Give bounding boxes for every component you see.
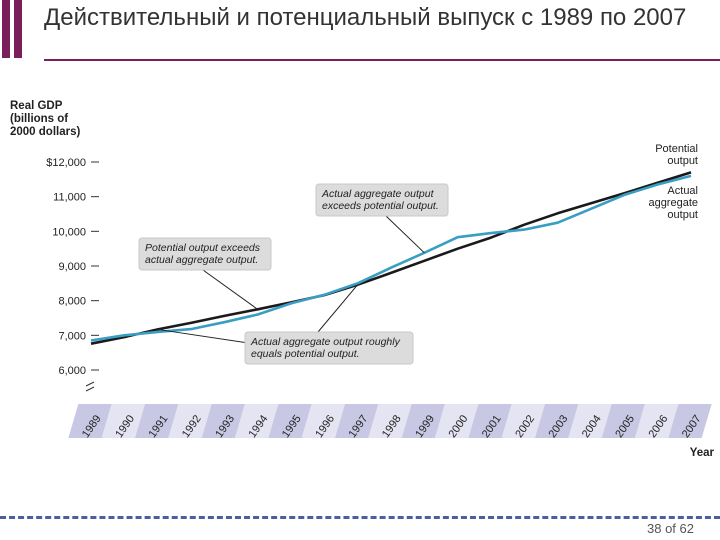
year-band-cell — [301, 404, 345, 438]
annotation-text: exceeds potential output. — [322, 200, 439, 212]
year-band-cell — [268, 404, 312, 438]
y-tick-label: 10,000 — [52, 226, 86, 238]
annotation-text: Actual aggregate output roughly — [250, 336, 401, 348]
actual-output-label: Actual — [667, 185, 698, 197]
title-accent-bar — [2, 0, 10, 58]
year-band-cell — [668, 404, 712, 438]
y-tick-label: 11,000 — [53, 192, 86, 204]
year-band-cell — [535, 404, 579, 438]
axis-break-mark — [85, 381, 95, 392]
y-tick-label: 6,000 — [58, 365, 86, 377]
y-axis-label: (billions of — [10, 113, 68, 125]
y-tick-label: 7,000 — [58, 330, 86, 342]
year-band-cell — [501, 404, 545, 438]
year-band-cell — [635, 404, 679, 438]
year-band-cell — [201, 404, 245, 438]
title-underline — [44, 59, 720, 61]
actual-output-label: aggregate — [648, 197, 698, 209]
annotation-box — [138, 237, 272, 271]
year-band-cell — [335, 404, 379, 438]
footer-divider — [0, 516, 720, 519]
potential-output-line — [90, 171, 692, 345]
year-band-cell — [601, 404, 645, 438]
year-band-cell — [168, 404, 212, 438]
annotation-text: Potential output exceeds — [145, 242, 261, 254]
title-accent-bar-inner — [14, 0, 22, 58]
year-band-cell — [101, 404, 145, 438]
y-axis-label: Real GDP — [10, 100, 63, 112]
year-band-cell — [401, 404, 445, 438]
annotation-text: actual aggregate output. — [145, 254, 258, 266]
y-tick-label: 9,000 — [58, 261, 86, 273]
actual-output-label: output — [667, 209, 698, 221]
annotation-pointer — [385, 215, 425, 254]
actual-output-line — [90, 174, 692, 342]
page-number: 38 of 62 — [647, 521, 694, 536]
year-band-cell — [235, 404, 279, 438]
slide-title: Действительный и потенциальный выпуск с … — [44, 4, 687, 31]
potential-output-label: Potential — [655, 143, 698, 155]
x-axis-label: Year — [690, 447, 714, 459]
annotation-box — [244, 331, 414, 365]
year-band-cell — [368, 404, 412, 438]
year-band-cell — [568, 404, 612, 438]
potential-output-label: output — [667, 155, 698, 167]
y-axis-label: 2000 dollars) — [10, 126, 80, 138]
chart-panel: Real GDP (billions of 2000 dollars) 6,000 7,… — [8, 96, 714, 462]
year-band-cell — [68, 404, 112, 438]
annotation-text: equals potential output. — [251, 348, 360, 360]
year-band-cell — [135, 404, 179, 438]
annotation-text: Actual aggregate output — [321, 188, 435, 200]
y-tick-label: 8,000 — [58, 296, 86, 308]
y-tick-label: $12,000 — [46, 157, 86, 169]
year-band-cell — [468, 404, 512, 438]
year-band-cell — [435, 404, 479, 438]
annotation-box — [315, 183, 449, 217]
annotation-pointer — [202, 269, 258, 310]
annotation-pointer — [317, 284, 359, 333]
